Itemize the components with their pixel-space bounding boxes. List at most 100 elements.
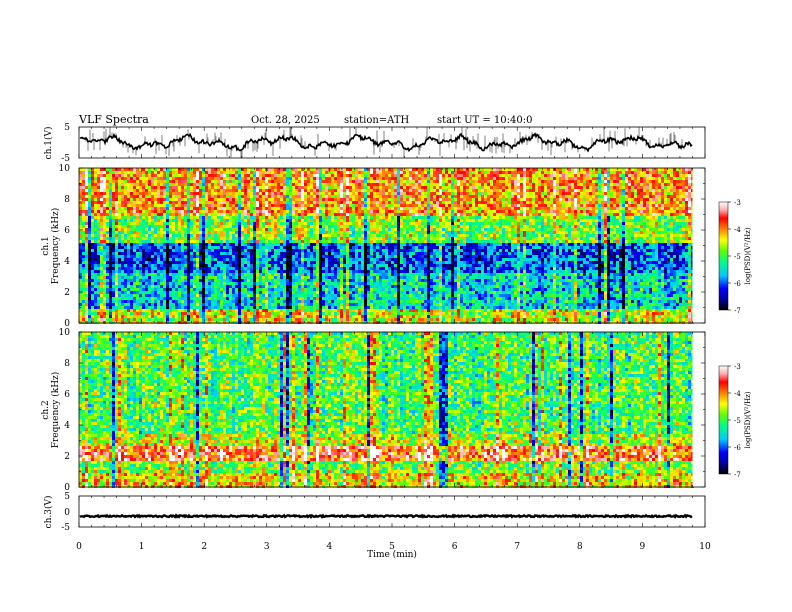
spec-cell [343, 291, 346, 294]
spec-cell [142, 291, 145, 294]
spec-cell [175, 231, 178, 234]
spec-cell [241, 249, 244, 252]
spec-cell [205, 183, 208, 186]
spec-cell [133, 279, 136, 282]
spec-cell [283, 285, 286, 288]
spec-cell [94, 267, 97, 270]
spec-cell [85, 282, 88, 285]
spec-cell [223, 201, 226, 204]
spec-cell [190, 297, 193, 300]
spec-cell [355, 291, 358, 294]
spec-cell [277, 195, 280, 198]
spec-cell [109, 174, 112, 177]
spec-cell [334, 177, 337, 180]
spec-cell [232, 213, 235, 216]
spec-cell [145, 315, 148, 318]
spec-cell [337, 279, 340, 282]
spec-cell [181, 195, 184, 198]
spec-cell [346, 291, 349, 294]
spec-cell [235, 186, 238, 189]
spec-cell [169, 204, 172, 207]
spec-cell [355, 213, 358, 216]
spec-cell [178, 192, 181, 195]
spec-cell [319, 249, 322, 252]
spec-cell [154, 198, 157, 201]
spec-cell [253, 273, 256, 276]
spec-cell [355, 183, 358, 186]
spec-cell [157, 267, 160, 270]
spec-cell [202, 276, 205, 279]
spec-cell [82, 264, 85, 267]
spec-cell [304, 231, 307, 234]
spec-cell [274, 252, 277, 255]
spec-cell [160, 318, 163, 321]
spec-cell [322, 237, 325, 240]
spec-cell [286, 267, 289, 270]
spec-cell [133, 207, 136, 210]
spec-cell [184, 246, 187, 249]
spec-cell [352, 264, 355, 267]
spec-cell [346, 201, 349, 204]
spec-cell [247, 315, 250, 318]
spec-cell [259, 282, 262, 285]
spec-cell [151, 207, 154, 210]
spec-cell [343, 216, 346, 219]
spec-cell [160, 219, 163, 222]
spec-cell [163, 255, 166, 258]
spec-cell [244, 261, 247, 264]
spec-cell [184, 255, 187, 258]
spec-cell [187, 231, 190, 234]
spec-cell [316, 186, 319, 189]
spec-cell [358, 261, 361, 264]
spec-cell [334, 192, 337, 195]
spec-cell [82, 180, 85, 183]
spec-cell [172, 315, 175, 318]
spec-cell [301, 318, 304, 321]
spec-cell [331, 189, 334, 192]
spec-cell [178, 225, 181, 228]
spec-cell [79, 261, 82, 264]
spec-cell [175, 177, 178, 180]
spec-cell [94, 225, 97, 228]
spec-cell [97, 285, 100, 288]
spec-cell [298, 177, 301, 180]
spec-cell [256, 270, 259, 273]
spec-cell [196, 225, 199, 228]
spec-cell [307, 288, 310, 291]
spec-cell [145, 195, 148, 198]
spec-cell [301, 213, 304, 216]
spec-cell [244, 222, 247, 225]
spec-cell [133, 201, 136, 204]
spec-cell [109, 300, 112, 303]
spec-cell [208, 318, 211, 321]
spec-cell [124, 309, 127, 312]
spec-cell [313, 189, 316, 192]
spec-cell [106, 276, 109, 279]
spec-cell [349, 168, 352, 171]
spec-cell [295, 234, 298, 237]
spec-cell [340, 222, 343, 225]
spec-cell [142, 312, 145, 315]
spec-cell [214, 213, 217, 216]
spec-cell [130, 267, 133, 270]
spec-cell [283, 195, 286, 198]
spec-cell [241, 222, 244, 225]
spec-cell [262, 240, 265, 243]
spec-cell [247, 303, 250, 306]
spec-cell [106, 201, 109, 204]
spec-cell [82, 207, 85, 210]
spec-cell [88, 288, 91, 291]
spec-cell [271, 288, 274, 291]
spec-cell [136, 282, 139, 285]
spec-cell [286, 240, 289, 243]
spec-cell [280, 213, 283, 216]
spec-cell [160, 210, 163, 213]
spec-cell [259, 297, 262, 300]
spec-cell [274, 240, 277, 243]
spec-cell [214, 309, 217, 312]
spec-cell [115, 261, 118, 264]
spec-cell [139, 189, 142, 192]
spec-cell [109, 288, 112, 291]
spec-cell [274, 267, 277, 270]
spec-cell [349, 255, 352, 258]
